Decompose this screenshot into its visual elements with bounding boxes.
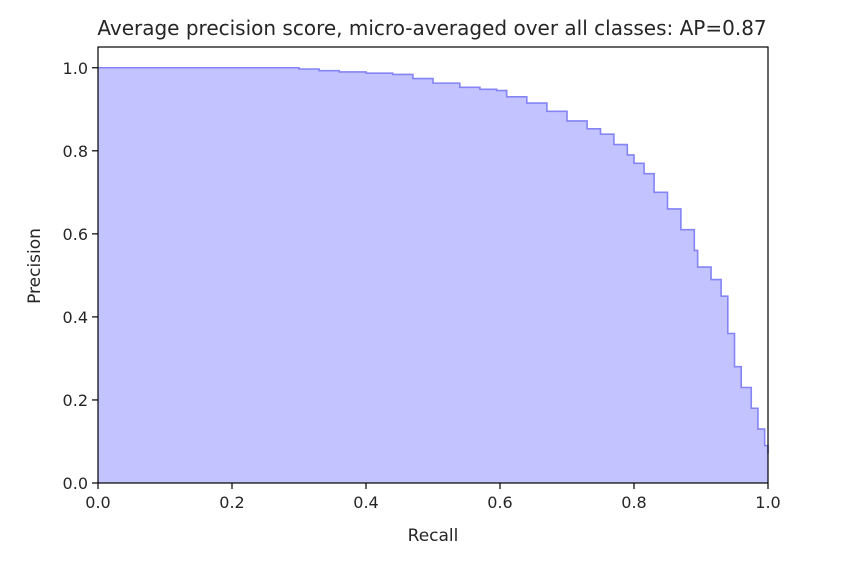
axis-ticks: 0.0 0.2 0.4 0.6 0.8 1.0 0.0 0.2 0.4 0.6 0.8 1.0 [63,59,781,512]
x-tick-label: 0.6 [487,493,512,512]
x-tick-label: 0.8 [621,493,646,512]
y-tick-label: 0.2 [63,391,88,410]
plot-frame [97,46,769,484]
y-axis-label: Precision [25,228,45,304]
x-tick-label: 0.4 [353,493,378,512]
y-tick-label: 0.0 [63,474,88,493]
y-tick-label: 0.6 [63,225,88,244]
x-tick-label: 1.0 [755,493,780,512]
chart-title: Average precision score, micro-averaged … [97,16,766,40]
y-tick-label: 0.8 [63,142,88,161]
x-axis-label: Recall [408,526,459,546]
pr-area-fill [98,67,768,483]
x-tick-label: 0.0 [85,493,110,512]
pr-step-line [98,66,769,454]
plot-area [98,66,769,483]
y-tick-label: 0.4 [63,308,88,327]
y-tick-label: 1.0 [63,59,88,78]
x-tick-label: 0.2 [219,493,244,512]
